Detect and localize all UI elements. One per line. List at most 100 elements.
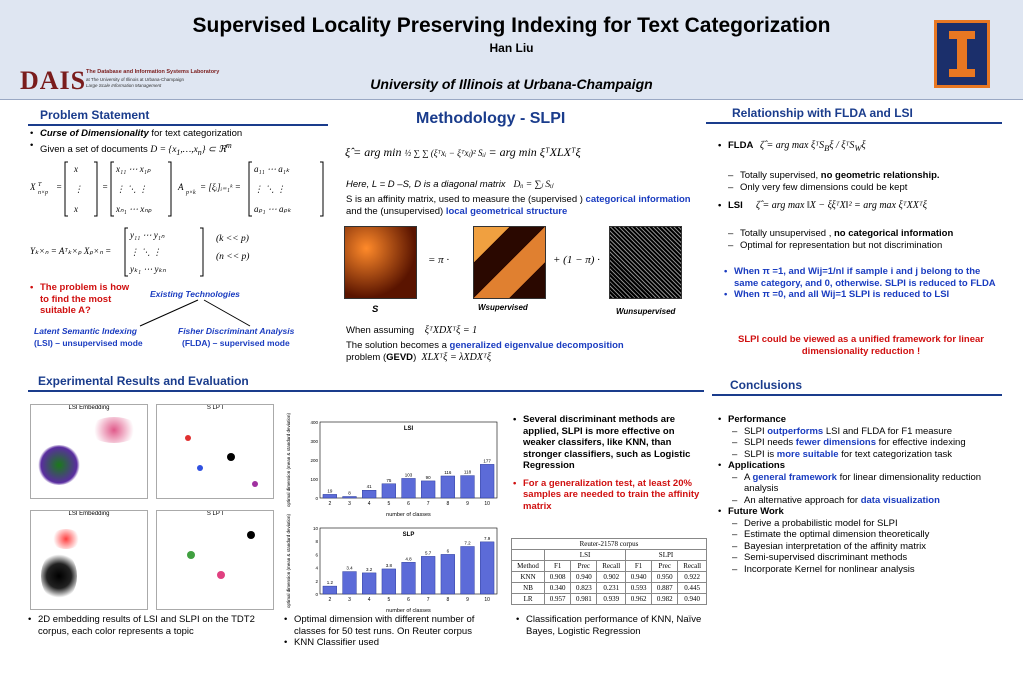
flda-label: FLDA [718,140,753,152]
dais-logo-sub3: Large Scale Information Management [86,83,162,88]
x-tick-label: 5 [387,501,390,507]
bar [342,571,357,595]
chart-slpi-optimal-dimension: SLP optimal dimension (mean & standard de… [286,514,498,614]
condition-k-p: (k << p) [216,234,249,244]
problem-rule [28,124,328,126]
data-label: 118 [464,470,472,475]
bar [401,562,416,595]
svg-text:A: A [177,182,184,192]
bar [440,554,455,595]
scatter-title: S LP I [206,511,224,517]
lsi-mode: Latent Semantic Indexing (LSI) – unsuperv… [34,326,143,348]
conclusions-list: Performance SLPI outperforms LSI and FLD… [718,414,1008,575]
x-tick-label: 7 [427,501,430,507]
svg-text:⋮ ⋱ ⋮: ⋮ ⋱ ⋮ [130,247,162,257]
svg-text:X: X [30,182,36,192]
method-heading: Methodology - SLPI [416,110,566,127]
label-s: S [372,304,379,315]
flda-mode: Fisher Discriminant Analysis (FLDA) – sup… [178,326,295,348]
x-tick-label: 4 [368,597,371,603]
assuming-text: When assuming ξᵀXDXᵀξ = 1 [346,325,478,336]
existing-technologies: Existing Technologies [150,289,240,299]
x-axis-label: number of classes [386,608,431,614]
svg-text:x: x [73,164,78,174]
x-tick-label: 2 [328,597,331,603]
here-text: Here, L = D –S, D is a diagonal matrix D… [346,179,554,190]
bar [480,464,495,499]
author-name: Han Liu [489,41,534,55]
scatter-title: LSI Embedding [68,511,110,517]
x-tick-label: 10 [484,501,490,507]
y-tick-label: 8 [315,539,318,544]
y-tick-label: 400 [310,420,318,425]
data-label: 41 [367,484,373,489]
dais-logo: DAIS The Database and Information System… [20,66,219,96]
x-tick-label: 4 [368,501,371,507]
x-axis-label: number of classes [386,512,431,518]
matrix-ws-image [473,226,546,299]
y-tick-label: 200 [310,458,318,463]
flda-formula: ζ̂ = arg max ξᵀSBξ / ξᵀSWξ [760,140,866,153]
matrix-wu-image [609,226,682,299]
y-tick-label: 0 [315,496,318,501]
x-tick-label: 10 [484,597,490,603]
poster-title: Supervised Locality Preserving Indexing … [192,14,831,37]
gevd-text: problem (GEVD) XLXᵀξ = λXDXᵀξ [346,352,492,363]
svg-text:n×p: n×p [38,190,48,196]
conclusions-heading: Conclusions [730,378,803,392]
problem-heading: Problem Statement [40,108,150,122]
x-tick-label: 8 [446,501,449,507]
bar [421,480,436,499]
svg-text:x₁₁ ⋯ x₁ₚ: x₁₁ ⋯ x₁ₚ [115,164,151,174]
chart-title: LSI [404,426,414,432]
svg-text:x: x [73,204,78,214]
svg-text:yₖ₁ ⋯ yₖₙ: yₖ₁ ⋯ yₖₙ [129,264,166,274]
y-tick-label: 6 [315,552,318,557]
svg-text:⋮ ⋱ ⋮: ⋮ ⋱ ⋮ [116,184,148,194]
data-label: 177 [483,458,491,463]
data-label: 1.2 [327,580,334,585]
matrix-x-formula: X Tn×p = x ⋮ x = x₁₁ ⋯ x₁ₚ ⋮ ⋱ ⋮ xₙ₁ ⋯ xₙₚ Ap… [30,161,324,217]
unified-framework: SLPI could be viewed as a unified framew… [737,334,984,357]
svg-text:T: T [38,182,42,188]
svg-text:⋮ ⋱ ⋮: ⋮ ⋱ ⋮ [254,184,286,194]
x-tick-label: 7 [427,597,430,603]
svg-text:aₚ₁ ⋯ aₚₖ: aₚ₁ ⋯ aₚₖ [254,204,291,214]
svg-text:y₁₁ ⋯ y₁ₙ: y₁₁ ⋯ y₁ₙ [129,230,165,240]
x-tick-label: 2 [328,501,331,507]
chart-title: SLP [403,532,415,538]
bar [460,475,475,499]
svg-text:a₁₁ ⋯ a₁ₖ: a₁₁ ⋯ a₁ₖ [254,164,290,174]
data-label: 90 [426,475,432,480]
x-tick-label: 6 [407,501,410,507]
x-tick-label: 3 [348,501,351,507]
dais-logo-text: DAIS [20,66,87,95]
lsi-formula: ζ̂ = arg max ‖X − ξξᵀX‖² = arg max ξᵀXXᵀ… [756,200,927,211]
university-logo [934,20,990,88]
x-tick-label: 5 [387,597,390,603]
svg-text:=: = [56,182,62,192]
table-row: KNN 0.908 0.940 0.902 0.940 0.950 0.922 [510,571,707,583]
bullet-curse: Curse of Dimensionality for text categor… [30,128,320,140]
bar [480,541,495,595]
affinity-text: S is an affinity matrix, used to measure… [346,194,691,217]
svg-text:= [ξᵢ]ᵢ₌₁ᵏ =: = [ξᵢ]ᵢ₌₁ᵏ = [200,182,241,192]
scatter-slpi-top: S LP I [156,404,274,499]
relationship-heading: Relationship with FLDA and LSI [732,106,913,120]
x-tick-label: 8 [446,597,449,603]
svg-text:Yₖ×ₙ = Aᵀₖ×ₚ Xₚ×ₙ =: Yₖ×ₙ = Aᵀₖ×ₚ Xₚ×ₙ = [30,246,111,256]
svg-text:=: = [102,182,108,192]
data-label: 8 [348,490,351,495]
caption-embedding: 2D embedding results of LSI and SLPI on … [28,614,278,637]
relationship-rule [706,122,1002,124]
dais-logo-sub2: at The University of Illinois at Urbana-… [86,77,184,82]
bar [362,572,377,595]
y-tick-label: 100 [310,477,318,482]
scatter-slpi-bottom: S LP I [156,510,274,610]
condition-n-p: (n << p) [216,252,250,262]
y-tick-label: 0 [315,592,318,597]
conclusions-rule [712,394,1002,396]
x-tick-label: 9 [466,501,469,507]
bar [401,478,416,499]
caption-table: Classification performance of KNN, Naïve… [516,614,706,637]
